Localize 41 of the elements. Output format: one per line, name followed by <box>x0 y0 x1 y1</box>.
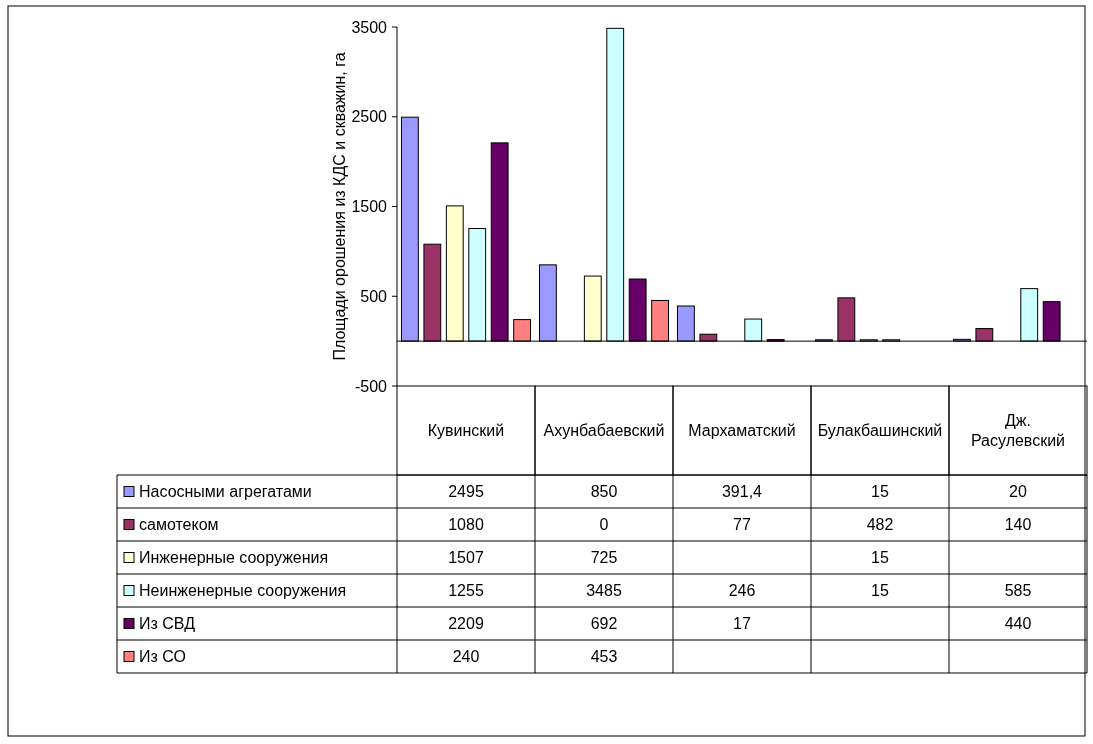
legend-label: Из СВД <box>139 615 196 633</box>
data-label: 15 <box>871 483 889 501</box>
data-label: 0 <box>599 516 609 534</box>
data-label: 1255 <box>448 582 484 600</box>
legend-label: самотеком <box>139 516 219 534</box>
x-tick-label: Дж. Расулевский <box>970 412 1066 450</box>
data-label: 482 <box>866 516 894 534</box>
x-tick-label: Булакбашинский <box>817 422 943 440</box>
data-label: 240 <box>452 648 480 666</box>
data-label: 850 <box>590 483 618 501</box>
data-label: 2495 <box>448 483 484 501</box>
data-label: 20 <box>1009 483 1027 501</box>
data-label: 391,4 <box>721 483 763 501</box>
data-label: 2209 <box>448 615 484 633</box>
data-label: 585 <box>1004 582 1032 600</box>
legend-label: Из СО <box>139 648 186 666</box>
data-label: 246 <box>728 582 756 600</box>
data-label: 15 <box>871 582 889 600</box>
data-label: 440 <box>1004 615 1032 633</box>
data-label: 725 <box>590 549 618 567</box>
x-tick-label: Мархаматский <box>688 422 796 440</box>
legend-label: Инженерные сооружения <box>139 549 329 567</box>
y-tick-label: 1500 <box>351 198 388 216</box>
y-tick-label: -500 <box>354 377 388 395</box>
data-label: 453 <box>590 648 618 666</box>
data-label: 3485 <box>586 582 622 600</box>
y-tick-label: 2500 <box>351 108 388 126</box>
x-tick-label: Кувинский <box>427 422 505 440</box>
y-tick-label: 3500 <box>351 18 388 36</box>
x-tick-label: Ахунбабаевский <box>543 422 665 440</box>
data-label: 15 <box>871 549 889 567</box>
legend-label: Неинженерные сооружения <box>139 582 347 600</box>
data-label: 1080 <box>448 516 484 534</box>
y-axis-title: Площади орошения из КДС и скважин, га <box>331 52 348 361</box>
data-label: 140 <box>1004 516 1032 534</box>
y-tick-label: 500 <box>360 287 388 305</box>
legend-label: Насосными агрегатами <box>139 483 312 501</box>
data-label: 17 <box>733 615 751 633</box>
data-label: 692 <box>590 615 618 633</box>
data-label: 77 <box>733 516 751 534</box>
data-label: 1507 <box>448 549 484 567</box>
